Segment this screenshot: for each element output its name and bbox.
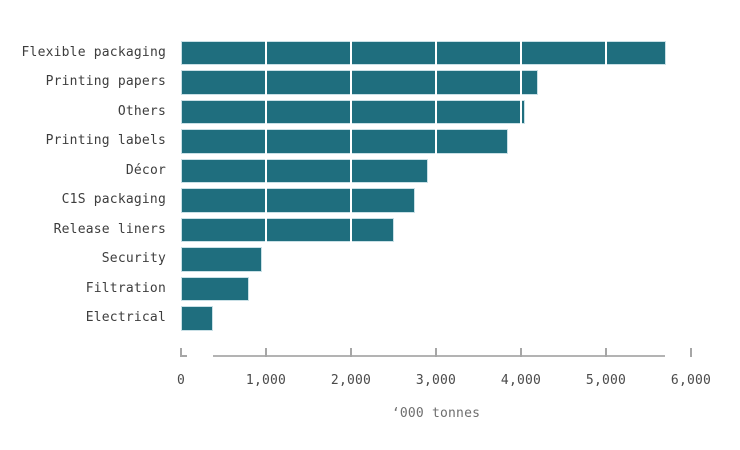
category-label: Electrical	[85, 310, 166, 325]
x-axis-tick-label: 4,000	[500, 373, 542, 388]
gridline	[520, 40, 522, 331]
category-label: C1S packaging	[61, 192, 166, 207]
x-axis-tick-label: 3,000	[415, 373, 457, 388]
bar	[181, 40, 666, 65]
bar	[181, 306, 214, 331]
tick-mark	[350, 348, 352, 357]
x-axis-tick-label: 6,000	[670, 373, 712, 388]
bar	[181, 276, 249, 301]
bar	[181, 70, 538, 95]
x-axis-tick-label: 1,000	[245, 373, 287, 388]
bar	[181, 158, 428, 183]
tick-mark	[435, 348, 437, 357]
bar	[181, 217, 394, 242]
tick-mark	[690, 348, 692, 357]
gridline	[265, 40, 267, 331]
bar	[181, 129, 509, 154]
x-axis-tick-label: 2,000	[330, 373, 372, 388]
gridline	[605, 40, 607, 331]
x-axis-tick-label: 0	[176, 373, 186, 388]
tick-mark	[605, 348, 607, 357]
axis-line	[213, 354, 666, 357]
zero-tick-foot	[181, 355, 187, 357]
x-axis-title: ‘000 tonnes	[391, 406, 481, 421]
category-label: Flexible packaging	[21, 44, 166, 60]
category-label: Others	[117, 103, 166, 119]
tick-mark	[520, 348, 522, 357]
bar	[181, 188, 415, 213]
category-label: Release liners	[53, 221, 166, 237]
bar	[181, 99, 526, 124]
category-label: Printing papers	[45, 74, 166, 89]
tick-mark	[180, 348, 182, 357]
category-label: Security	[101, 251, 166, 266]
category-label: Décor	[125, 162, 166, 178]
tick-mark	[265, 348, 267, 357]
gridline	[435, 40, 437, 331]
category-label: Printing labels	[45, 133, 166, 148]
gridline	[350, 40, 352, 331]
bar	[181, 247, 262, 272]
x-axis-tick-label: 5,000	[585, 373, 627, 388]
category-label: Filtration	[85, 280, 166, 296]
